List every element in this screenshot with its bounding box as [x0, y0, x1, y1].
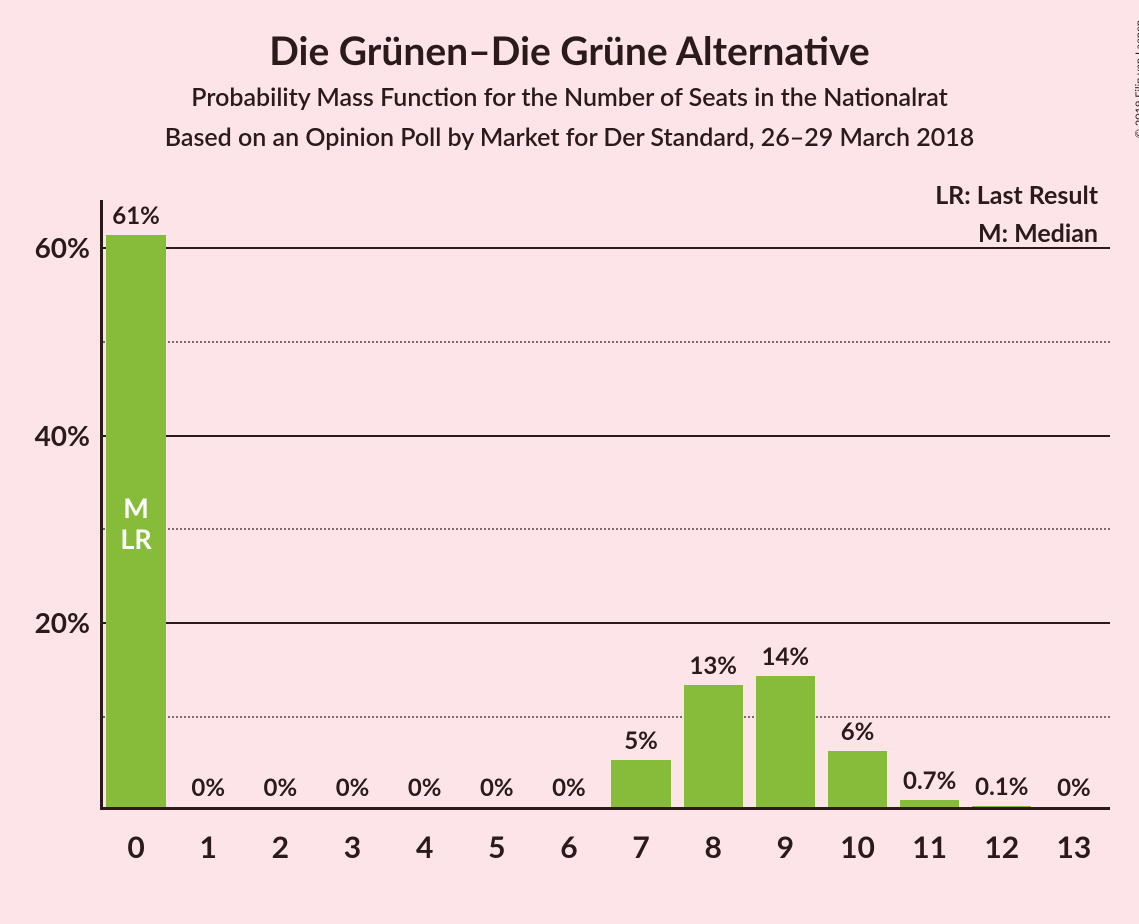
gridline-major [103, 247, 1110, 249]
y-tick-label: 40% [10, 418, 90, 452]
y-tick-label: 60% [10, 230, 90, 264]
bar-value-label: 0.1% [975, 772, 1028, 801]
bar-value-label: 0.7% [903, 766, 956, 795]
copyright-label: © 2019 Filip van Laenen [1133, 20, 1139, 138]
x-tick-label: 2 [272, 829, 289, 865]
bar-value-label: 0% [480, 773, 514, 802]
gridline-major [103, 622, 1110, 624]
bar [828, 751, 887, 807]
x-tick-label: 7 [632, 829, 649, 865]
bar [756, 676, 815, 807]
x-tick-label: 9 [777, 829, 794, 865]
x-tick-label: 13 [1057, 829, 1092, 865]
gridline-minor [103, 528, 1110, 530]
x-tick-label: 1 [200, 829, 217, 865]
x-tick-label: 5 [488, 829, 505, 865]
bar-value-label: 13% [689, 651, 737, 680]
bar [684, 685, 743, 807]
x-tick-label: 0 [127, 829, 144, 865]
x-tick-label: 4 [416, 829, 433, 865]
bar-value-label: 0% [191, 773, 225, 802]
chart-subtitle-1: Probability Mass Function for the Number… [0, 82, 1139, 112]
bar [900, 800, 959, 807]
bar-annotation: MLR [120, 492, 151, 554]
bar-value-label: 0% [408, 773, 442, 802]
bar [972, 806, 1031, 807]
x-tick-label: 6 [560, 829, 577, 865]
legend-lr: LR: Last Result [935, 180, 1098, 210]
chart-title: Die Grünen–Die Grüne Alternative [0, 28, 1139, 74]
bar-value-label: 5% [624, 726, 658, 755]
x-tick-label: 8 [705, 829, 722, 865]
bar-value-label: 6% [841, 717, 875, 746]
gridline-minor [103, 716, 1110, 718]
x-axis-line [100, 807, 1110, 810]
y-axis-line [100, 200, 103, 810]
gridline-minor [103, 341, 1110, 343]
gridline-major [103, 435, 1110, 437]
x-tick-label: 3 [344, 829, 361, 865]
bar-value-label: 0% [552, 773, 586, 802]
bar-value-label: 0% [264, 773, 298, 802]
x-tick-label: 12 [984, 829, 1019, 865]
y-tick-label: 20% [10, 605, 90, 639]
legend-m: M: Median [978, 218, 1098, 248]
x-tick-label: 11 [912, 829, 947, 865]
x-tick-label: 10 [840, 829, 875, 865]
chart-plot-area: LR: Last Result M: Median 20%40%60% 61%0… [100, 200, 1110, 810]
bar [611, 760, 670, 807]
bar-value-label: 14% [762, 642, 810, 671]
bar-value-label: 0% [1057, 773, 1091, 802]
bar-value-label: 61% [112, 201, 160, 230]
bar-value-label: 0% [336, 773, 370, 802]
chart-subtitle-2: Based on an Opinion Poll by Market for D… [0, 122, 1139, 152]
